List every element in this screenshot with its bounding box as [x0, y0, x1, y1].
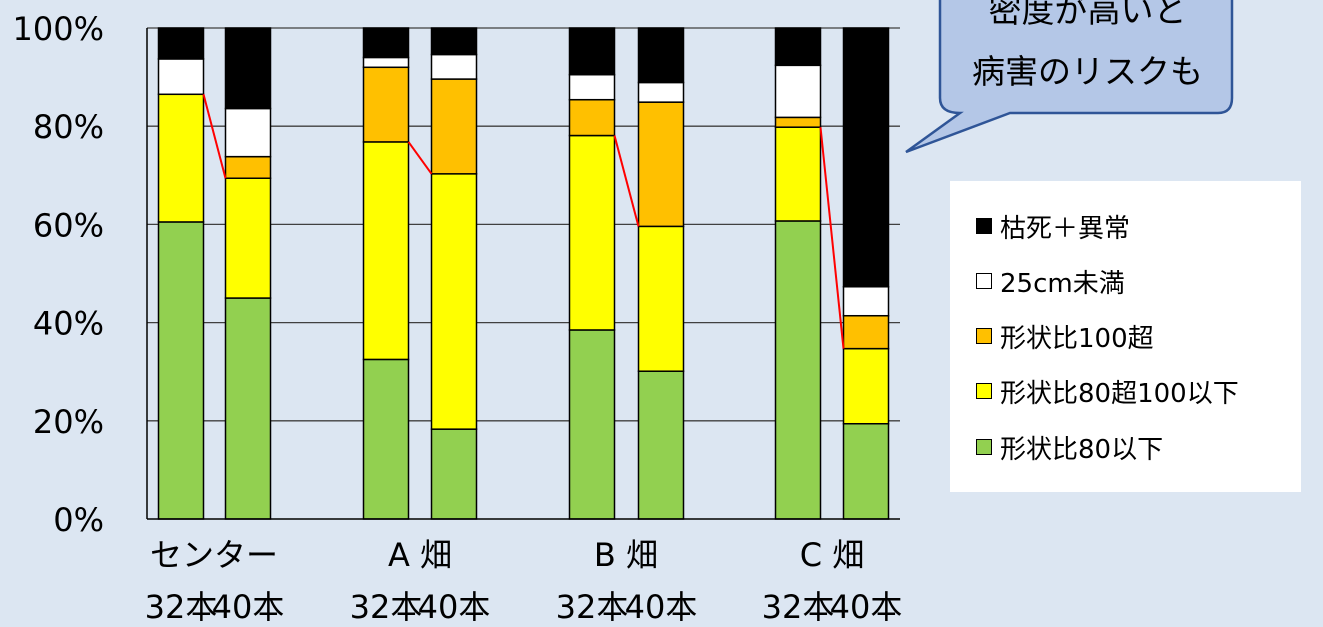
bar-segment: [430, 428, 478, 520]
bar-segment: [774, 220, 822, 520]
bar-segment: [637, 81, 685, 103]
bar-segment: [637, 27, 685, 84]
bar-segment: [362, 358, 410, 520]
x-sub-label: 40本: [212, 588, 285, 626]
callout-bubble: [905, 0, 1234, 154]
legend-item: 枯死＋異常: [976, 209, 1131, 244]
legend-swatch: [976, 383, 992, 399]
bar-segment: [842, 422, 890, 520]
bar-segment: [224, 155, 272, 179]
legend: 枯死＋異常 25cm未満 形状比100超 形状比80超100以下 形状比80以下: [950, 181, 1301, 492]
legend-label: 枯死＋異常: [1000, 213, 1131, 244]
bars: [157, 27, 890, 520]
y-tick-label: 60%: [33, 206, 104, 244]
bar-segment: [568, 134, 616, 331]
bar-segment: [224, 297, 272, 520]
bar-segment: [224, 177, 272, 299]
x-sub-label: 32本: [556, 588, 629, 626]
bar-segment: [842, 27, 890, 288]
y-tick-label: 100%: [13, 10, 104, 48]
bar-segment: [157, 221, 205, 520]
x-group-label: B 畑: [594, 536, 658, 574]
bar-segment: [774, 27, 822, 67]
legend-label: 形状比80以下: [1000, 434, 1164, 465]
bar-segment: [430, 53, 478, 80]
bar-segment: [362, 141, 410, 361]
legend-item: 25cm未満: [976, 264, 1125, 299]
bar-segment: [430, 27, 478, 56]
bar-segment: [157, 93, 205, 223]
legend-label: 形状比80超100以下: [1000, 378, 1239, 409]
bar-segment: [430, 173, 478, 430]
bar-segment: [774, 116, 822, 128]
bar-segment: [774, 126, 822, 222]
legend-item: 形状比80超100以下: [976, 374, 1239, 409]
x-sub-label: 40本: [830, 588, 903, 626]
bar-segment: [362, 66, 410, 143]
bar-segment: [362, 27, 410, 59]
connector-line: [613, 135, 640, 227]
legend-label: 25cm未満: [1000, 268, 1125, 299]
bar-segment: [224, 27, 272, 110]
legend-swatch: [976, 328, 992, 344]
callout: [905, 0, 1234, 154]
bar-segment: [568, 329, 616, 520]
bar-segment: [568, 98, 616, 137]
grid-lines: [147, 27, 900, 422]
legend-swatch: [976, 273, 992, 289]
bar-segment: [224, 107, 272, 158]
legend-swatch: [976, 218, 992, 234]
bar-segment: [637, 370, 685, 520]
legend-item: 形状比100超: [976, 319, 1154, 354]
x-sub-label: 40本: [418, 588, 491, 626]
axes: [146, 28, 900, 520]
legend-swatch: [976, 439, 992, 455]
bar-segment: [842, 286, 890, 317]
x-sub-label: 40本: [625, 588, 698, 626]
bar-segment: [157, 58, 205, 96]
legend-label: 形状比100超: [1000, 323, 1154, 354]
y-tick-label: 20%: [33, 403, 104, 441]
callout-line-1: 密度が高いと: [988, 0, 1187, 30]
y-tick-label: 0%: [53, 501, 104, 539]
x-sub-label: 32本: [350, 588, 423, 626]
connector-line: [407, 141, 433, 175]
bar-segment: [842, 314, 890, 350]
bar-segment: [842, 347, 890, 425]
bar-segment: [568, 73, 616, 101]
x-sub-label: 32本: [762, 588, 835, 626]
y-tick-label: 40%: [33, 305, 104, 343]
bar-segment: [568, 27, 616, 76]
bar-segment: [362, 56, 410, 69]
bar-segment: [430, 78, 478, 175]
connector-line: [202, 94, 227, 179]
y-tick-label: 80%: [33, 108, 104, 146]
bar-segment: [637, 101, 685, 228]
legend-item: 形状比80以下: [976, 430, 1164, 465]
callout-line-2: 病害のリスクも: [972, 52, 1203, 91]
connector-lines: [202, 94, 845, 349]
x-group-label: センター: [150, 536, 278, 574]
connector-line: [819, 127, 845, 349]
x-sub-label: 32本: [145, 588, 218, 626]
x-group-label: C 畑: [800, 536, 865, 574]
bar-segment: [637, 225, 685, 372]
bar-segment: [774, 64, 822, 119]
x-group-label: A 畑: [388, 536, 452, 574]
bar-segment: [157, 27, 205, 60]
